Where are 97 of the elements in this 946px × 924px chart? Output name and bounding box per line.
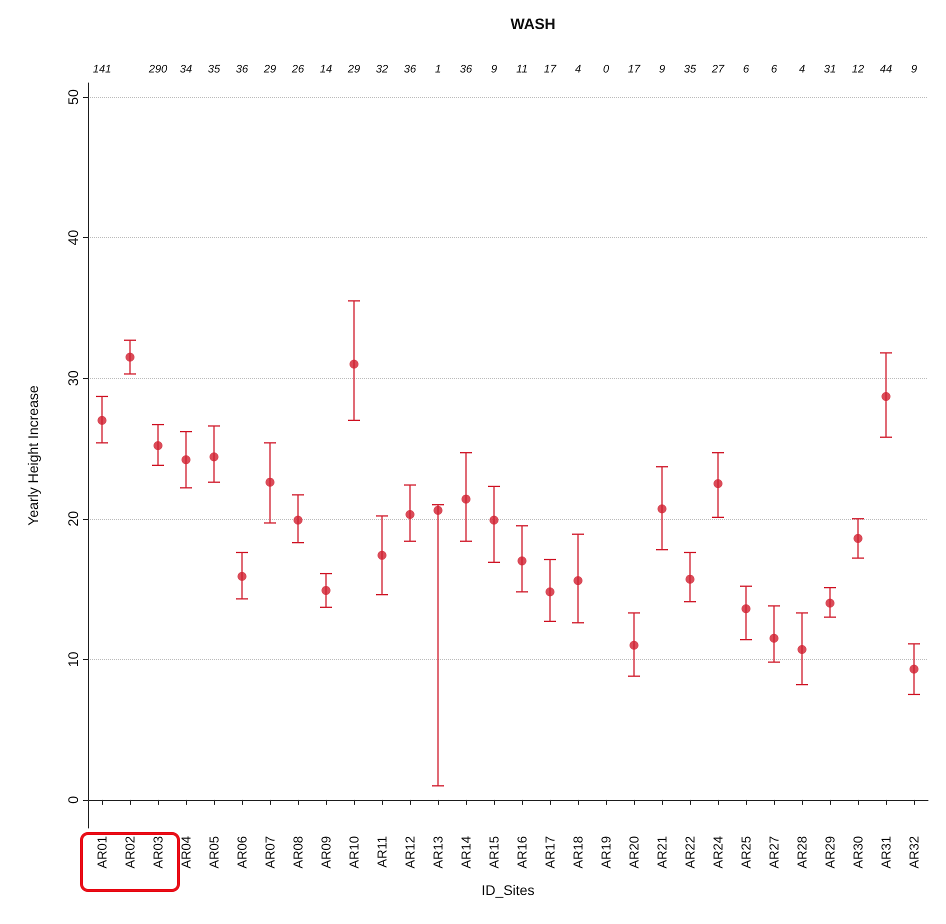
text: 36 <box>404 64 417 76</box>
x-tick-label: AR22 <box>682 836 698 869</box>
text: 34 <box>180 64 192 76</box>
y-tick-label: 40 <box>65 230 81 246</box>
point <box>406 510 414 520</box>
x-tick-label: AR25 <box>738 836 754 869</box>
x-tick-label: AR29 <box>822 836 838 869</box>
x-tick-label: AR02 <box>122 836 138 869</box>
point <box>238 572 246 581</box>
x-tick-label: AR27 <box>766 836 782 869</box>
text: 141 <box>92 64 112 76</box>
x-tick-label: AR08 <box>290 836 306 869</box>
point <box>574 576 582 586</box>
point <box>546 587 554 596</box>
point <box>630 640 638 650</box>
x-tick-label: AR06 <box>234 836 250 869</box>
text: 35 <box>208 64 221 76</box>
text: 4 <box>574 64 582 76</box>
text: 12 <box>852 64 864 76</box>
point <box>350 360 358 369</box>
point <box>770 634 778 643</box>
x-tick-label: AR28 <box>794 836 810 869</box>
x-tick-label: AR21 <box>654 836 670 869</box>
y-tick-label: 0 <box>65 796 81 804</box>
x-tick-label: AR17 <box>542 836 558 869</box>
y-axis-title: Yearly Height Increase <box>25 385 41 526</box>
x-tick-label: AR12 <box>402 836 418 869</box>
text: 17 <box>544 64 557 76</box>
point <box>462 494 470 504</box>
text: 29 <box>262 64 276 76</box>
x-tick-label: AR24 <box>710 836 726 869</box>
x-tick-label: AR18 <box>570 836 586 869</box>
x-tick-label: AR10 <box>346 836 362 869</box>
point <box>742 604 750 614</box>
point <box>126 352 134 362</box>
text: 44 <box>880 64 892 76</box>
text: 32 <box>376 64 388 76</box>
x-tick-label: AR13 <box>430 836 446 869</box>
point <box>882 392 890 401</box>
text: 0 <box>602 64 610 76</box>
text: 36 <box>236 64 249 76</box>
point <box>910 664 918 674</box>
text: 11 <box>516 64 528 76</box>
x-tick-label: AR14 <box>458 836 474 869</box>
x-tick-label: AR16 <box>514 836 530 869</box>
text: 35 <box>684 64 697 76</box>
text: 26 <box>290 64 305 76</box>
y-tick-label: 50 <box>65 89 81 105</box>
x-tick-label: AR15 <box>486 836 502 869</box>
text: 9 <box>910 64 918 76</box>
x-tick-label: AR20 <box>626 836 642 869</box>
point <box>490 516 498 525</box>
x-tick-label: AR09 <box>318 836 334 869</box>
y-tick-label: 30 <box>65 370 81 386</box>
text: 14 <box>320 64 332 76</box>
y-tick-label: 20 <box>65 510 81 527</box>
point <box>154 441 162 450</box>
point <box>98 416 106 425</box>
point <box>658 504 666 514</box>
point <box>518 556 526 566</box>
text: 9 <box>490 64 498 76</box>
x-axis-title: ID_Sites <box>482 882 534 898</box>
point <box>854 534 862 543</box>
x-tick-label: AR30 <box>850 836 866 869</box>
point <box>182 455 190 464</box>
point <box>294 516 302 525</box>
point <box>686 574 694 584</box>
x-tick-label: AR01 <box>94 836 110 869</box>
text: 6 <box>742 64 750 76</box>
point <box>434 506 442 515</box>
text: 6 <box>770 64 778 76</box>
point <box>322 586 330 595</box>
text: 4 <box>798 64 806 76</box>
text: 36 <box>460 64 473 76</box>
text: 31 <box>824 64 836 76</box>
x-tick-label: AR11 <box>374 836 390 868</box>
text: 9 <box>658 64 666 76</box>
point <box>826 598 834 608</box>
point <box>378 550 386 560</box>
x-tick-label: AR32 <box>906 836 922 869</box>
point <box>210 452 218 462</box>
text: 1 <box>434 64 442 76</box>
x-tick-label: AR04 <box>178 836 194 869</box>
text: 27 <box>710 64 725 76</box>
x-tick-label: AR07 <box>262 836 278 869</box>
x-tick-label: AR03 <box>150 836 166 869</box>
point <box>714 479 722 488</box>
x-tick-label: AR05 <box>206 836 222 869</box>
y-tick-label: 10 <box>65 651 81 668</box>
text: 29 <box>346 64 360 76</box>
text: 17 <box>628 64 641 76</box>
point <box>266 478 274 487</box>
x-tick-label: AR19 <box>598 836 614 869</box>
text: 290 <box>148 64 168 76</box>
chart-title: WASH <box>510 16 556 33</box>
point <box>798 644 806 654</box>
x-tick-label: AR31 <box>878 836 894 869</box>
